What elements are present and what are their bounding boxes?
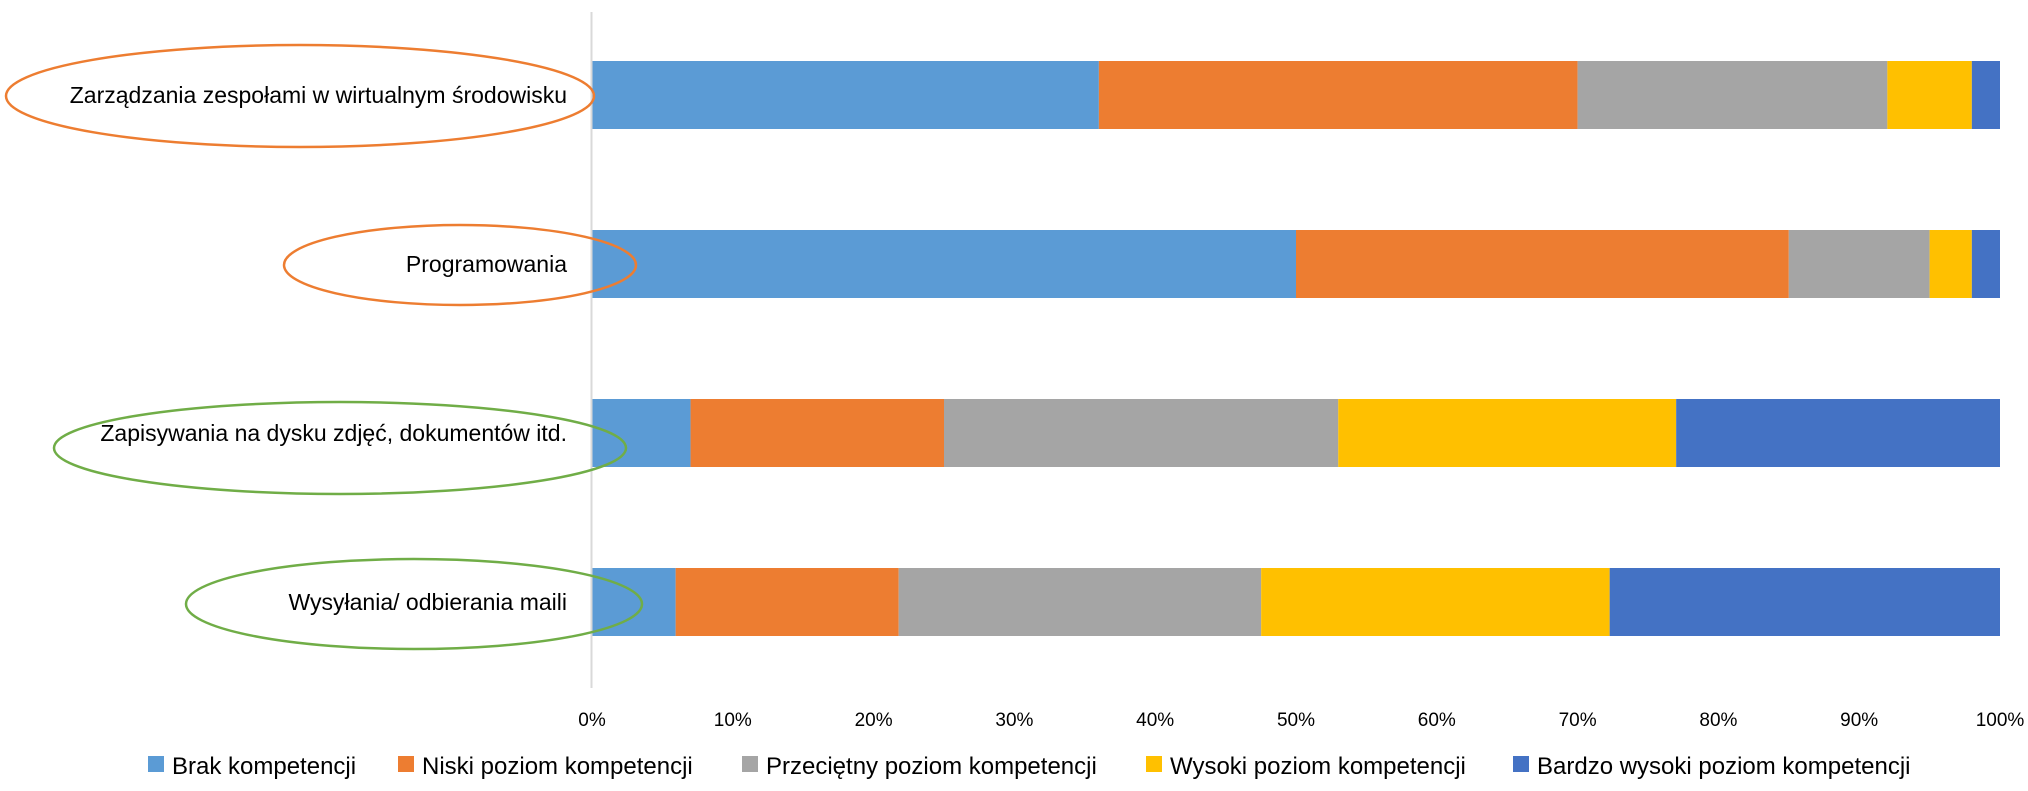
legend-swatch — [1146, 756, 1162, 772]
x-tick-label: 10% — [714, 710, 752, 731]
bar-segment — [592, 230, 1296, 298]
category-label: Zarządzania zespołami w wirtualnym środo… — [70, 82, 567, 108]
annotation-ellipse — [4, 43, 596, 149]
bar-segment — [944, 399, 1339, 467]
legend-swatch — [148, 756, 164, 772]
bar-segment — [675, 568, 899, 636]
annotation-ellipses — [4, 43, 644, 651]
annotation-ellipse — [184, 557, 644, 651]
category-label: Programowania — [406, 251, 567, 277]
bar-segment — [898, 568, 1262, 636]
legend-label: Brak kompetencji — [172, 753, 356, 780]
x-tick-label: 0% — [578, 710, 606, 731]
legend: Brak kompetencji Niski poziom kompetencji… — [148, 753, 1911, 780]
legend-label: Niski poziom kompetencji — [422, 753, 693, 780]
x-tick-label: 60% — [1418, 710, 1456, 731]
x-tick-label: 90% — [1840, 710, 1878, 731]
bar-segment — [1929, 230, 1972, 298]
bar-segment — [1577, 61, 1888, 129]
x-tick-label: 50% — [1277, 710, 1315, 731]
bar-segment — [1971, 61, 2000, 129]
legend-swatch — [1513, 756, 1529, 772]
x-tick-label: 20% — [855, 710, 893, 731]
x-tick-labels: 0% 10% 20% 30% 40% 50% 60% 70% 80% 90% 100% — [578, 710, 2024, 731]
bar-segment — [1609, 568, 2000, 636]
x-tick-label: 70% — [1559, 710, 1597, 731]
legend-label: Bardzo wysoki poziom kompetencji — [1537, 753, 1911, 780]
bar-segment — [1788, 230, 1930, 298]
category-labels: Zarządzania zespołami w wirtualnym środo… — [70, 82, 567, 615]
bars-layer — [592, 61, 2000, 636]
bar-segment — [1296, 230, 1789, 298]
bar-segment — [592, 399, 691, 467]
bar-segment — [1676, 399, 2000, 467]
bar-segment — [1338, 399, 1677, 467]
bar-segment — [690, 399, 944, 467]
legend-swatch — [742, 756, 758, 772]
x-tick-label: 40% — [1136, 710, 1174, 731]
bar-segment — [592, 61, 1099, 129]
x-tick-label: 30% — [995, 710, 1033, 731]
legend-label: Przeciętny poziom kompetencji — [766, 753, 1097, 780]
x-tick-label: 80% — [1699, 710, 1737, 731]
legend-label: Wysoki poziom kompetencji — [1170, 753, 1466, 780]
legend-swatch — [398, 756, 414, 772]
x-tick-label: 100% — [1976, 710, 2025, 731]
bar-segment — [1098, 61, 1578, 129]
annotation-ellipse — [52, 400, 628, 496]
bar-segment — [1971, 230, 2000, 298]
annotation-ellipse — [282, 223, 638, 307]
category-label: Wysyłania/ odbierania maili — [289, 589, 567, 615]
bar-segment — [1887, 61, 1972, 129]
category-label: Zapisywania na dysku zdjęć, dokumentów i… — [100, 420, 567, 446]
bar-segment — [1261, 568, 1610, 636]
